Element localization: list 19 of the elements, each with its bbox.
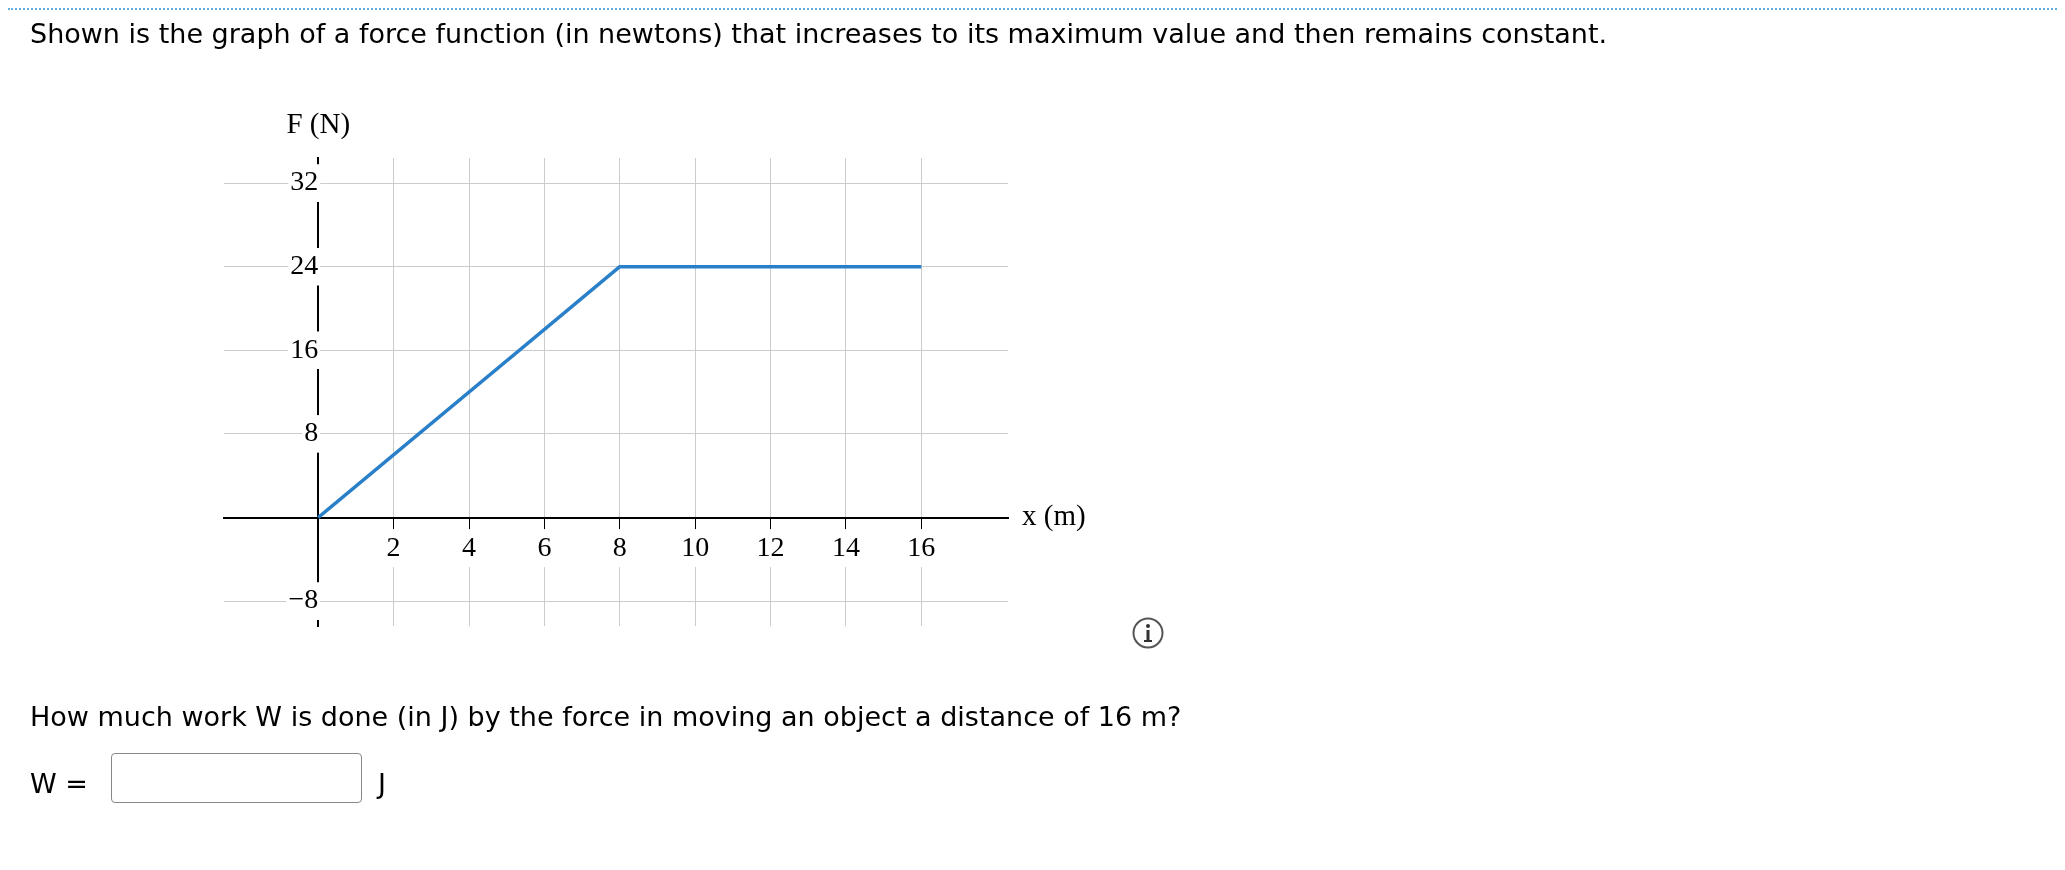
- y-axis-title: F (N): [286, 107, 351, 141]
- x-tick-label: 16: [907, 530, 936, 562]
- x-tick-label: 12: [756, 530, 785, 562]
- y-tick-label: 16: [290, 332, 319, 364]
- x-tick-label: 4: [462, 530, 476, 562]
- x-tick-label: 2: [386, 530, 401, 562]
- x-tick-label: 10: [681, 530, 710, 562]
- text: How much work W is done (in J) by the force in moving an object a distance of 16 m?: [30, 701, 1182, 732]
- y-tick-label: 24: [290, 249, 319, 281]
- y-tick-label: 32: [290, 165, 319, 197]
- x-axis-title: x (m): [1022, 499, 1086, 533]
- chart-title: Shown is the graph of a force function (in newtons) that increases to its maximum value and then remains constant.: [30, 18, 1608, 49]
- x-tick-label: 8: [612, 530, 627, 562]
- text: W =: [30, 768, 88, 799]
- y-tick-label: 8: [304, 416, 319, 448]
- x-tick-label: 6: [537, 530, 552, 562]
- y-tick-label: −8: [288, 583, 319, 615]
- text: J: [378, 768, 386, 799]
- x-tick-label: 14: [831, 530, 860, 562]
